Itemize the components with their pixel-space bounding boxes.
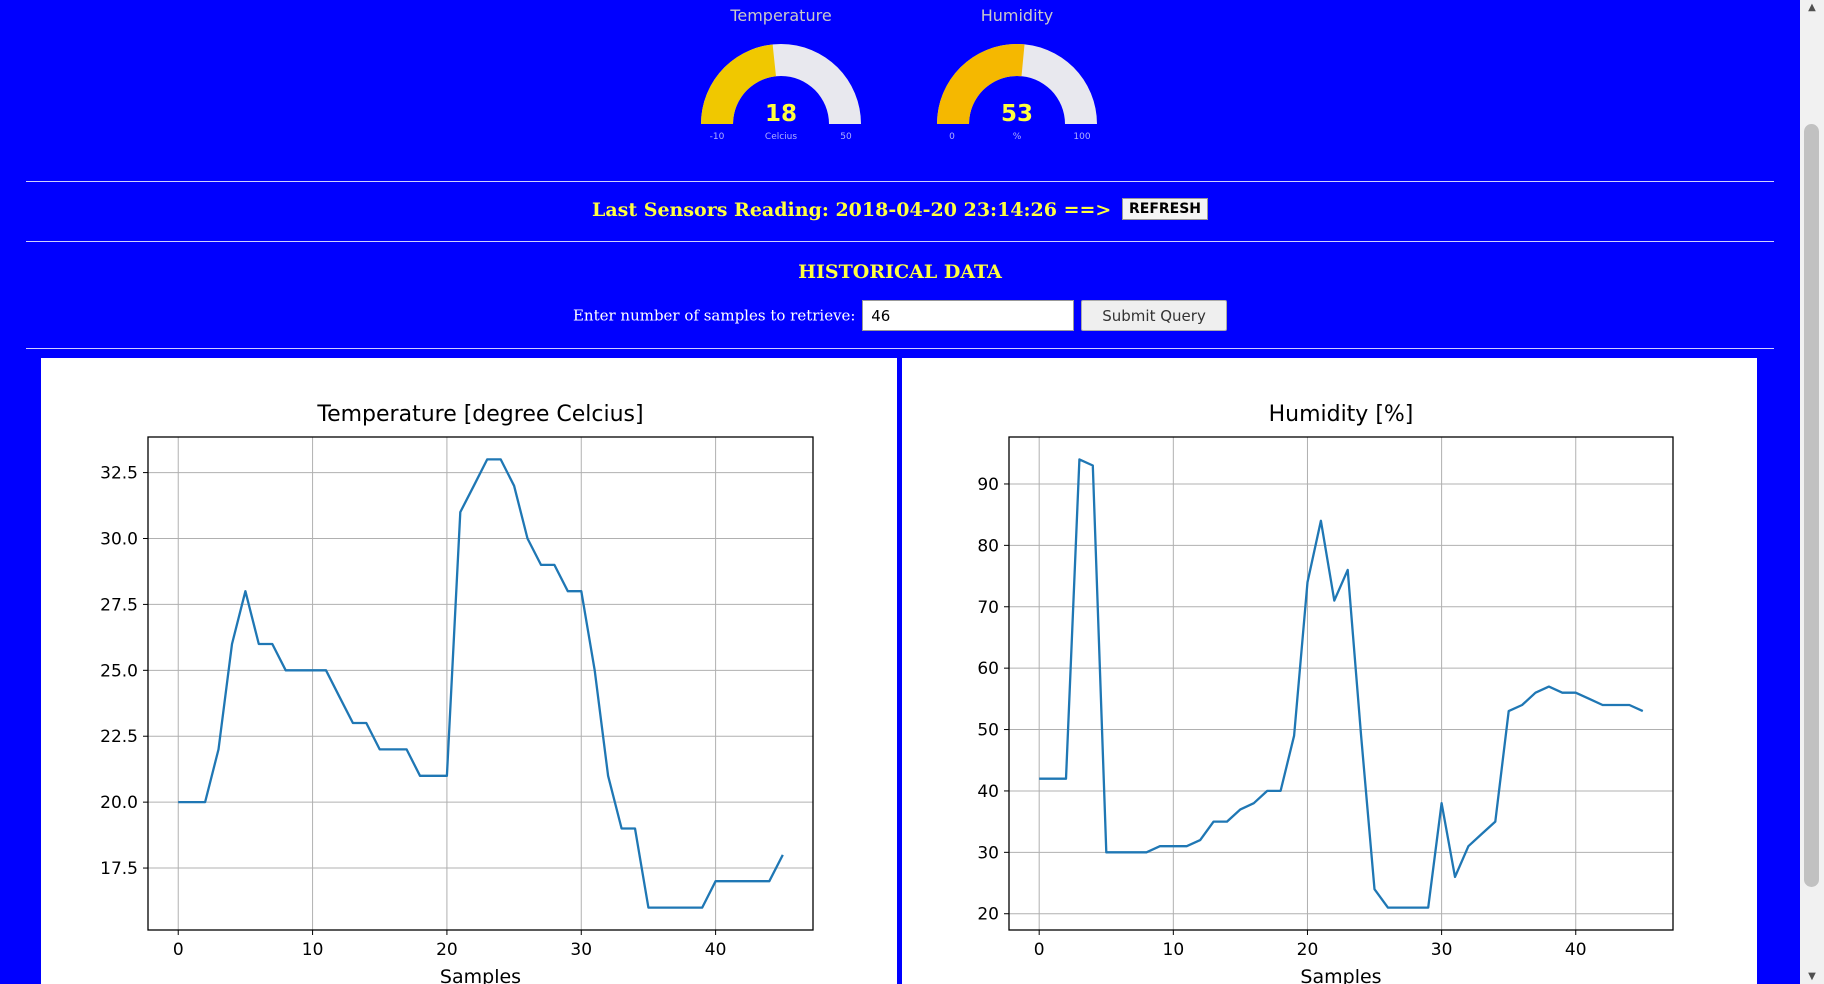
temperature-x-tick-label: 0 — [173, 940, 184, 960]
query-form: Enter number of samples to retrieve: Sub… — [0, 300, 1800, 331]
temperature-y-tick-label: 25.0 — [100, 661, 138, 681]
humidity-gauge-min: 0 — [949, 132, 955, 142]
humidity-y-tick-label: 90 — [977, 475, 999, 495]
vertical-scrollbar[interactable]: ▲ ▼ — [1800, 0, 1824, 984]
humidity-chart: Humidity [%] 0 10 20 30 40 20 30 40 50 60 70 80 90 Sam… — [977, 402, 1674, 984]
temperature-gauge: Temperature 18 Celcius -10 50 — [691, 0, 871, 150]
temperature-y-tick-label: 30.0 — [100, 530, 138, 550]
humidity-y-tick-label: 80 — [977, 536, 999, 556]
last-reading: Last Sensors Reading: 2018-04-20 23:14:2… — [0, 198, 1800, 222]
submit-query-button[interactable]: Submit Query — [1081, 300, 1228, 331]
temperature-gauge-unit: Celcius — [765, 132, 797, 142]
humidity-gauge-title: Humidity — [980, 6, 1054, 25]
humidity-x-axis-label: Samples — [1300, 966, 1381, 984]
humidity-y-tick-label: 70 — [977, 598, 999, 618]
temperature-chart-title: Temperature [degree Celcius] — [316, 402, 643, 427]
humidity-y-tick-label: 50 — [977, 721, 999, 741]
last-reading-label: Last Sensors Reading: 2018-04-20 23:14:2… — [591, 199, 1112, 221]
humidity-gauge-fill — [937, 43, 1025, 124]
scroll-down-arrow-icon[interactable]: ▼ — [1808, 971, 1816, 982]
temperature-series-line — [178, 458, 784, 909]
historical-data-title: HISTORICAL DATA — [798, 261, 1002, 283]
temperature-y-tick-label: 27.5 — [100, 595, 138, 615]
humidity-x-tick-label: 20 — [1297, 940, 1319, 960]
scroll-up-arrow-icon[interactable]: ▲ — [1808, 2, 1816, 13]
temperature-gauge-max: 50 — [840, 132, 852, 142]
temperature-chart: Temperature [degree Celcius] 0 10 20 30 40 17.… — [100, 402, 814, 984]
humidity-chart-title: Humidity [%] — [1269, 402, 1414, 427]
humidity-x-tick-label: 10 — [1163, 940, 1185, 960]
divider — [26, 241, 1774, 242]
humidity-gauge-unit: % — [1013, 132, 1022, 142]
humidity-series-line — [1039, 458, 1644, 909]
divider — [26, 181, 1774, 182]
temperature-gauge-dial: 18 Celcius -10 50 — [701, 44, 861, 142]
temperature-x-tick-label: 30 — [570, 940, 592, 960]
humidity-gauge-value: 53 — [1001, 101, 1033, 127]
temperature-axes-frame — [147, 436, 814, 931]
humidity-y-tick-label: 40 — [977, 782, 999, 802]
temperature-y-tick-label: 17.5 — [100, 859, 138, 879]
samples-input[interactable] — [862, 300, 1075, 331]
humidity-y-tick-label: 20 — [977, 905, 999, 925]
humidity-y-tick-label: 30 — [977, 843, 999, 863]
refresh-button[interactable]: REFRESH — [1121, 198, 1209, 220]
humidity-gauge-max: 100 — [1073, 132, 1090, 142]
temperature-gauge-value: 18 — [765, 101, 797, 127]
temperature-x-tick-label: 20 — [436, 940, 458, 960]
temperature-gauge-min: -10 — [710, 132, 725, 142]
humidity-y-tick-label: 60 — [977, 659, 999, 679]
humidity-axes-frame — [1008, 436, 1674, 931]
humidity-chart-panel: Humidity [%] 0 10 20 30 40 20 30 40 50 60 70 80 90 Sam… — [902, 358, 1757, 984]
humidity-x-tick-label: 40 — [1565, 940, 1587, 960]
scrollbar-thumb[interactable] — [1804, 124, 1819, 887]
humidity-x-tick-label: 0 — [1034, 940, 1045, 960]
temperature-x-tick-label: 10 — [302, 940, 324, 960]
temperature-y-tick-label: 20.0 — [100, 793, 138, 813]
temperature-y-tick-label: 32.5 — [100, 464, 138, 484]
temperature-chart-panel: Temperature [degree Celcius] 0 10 20 30 40 17.… — [41, 358, 897, 984]
samples-prompt: Enter number of samples to retrieve: — [572, 306, 856, 325]
humidity-x-tick-label: 30 — [1431, 940, 1453, 960]
temperature-x-tick-label: 40 — [705, 940, 727, 960]
temperature-gauge-fill — [701, 44, 776, 124]
humidity-gauge: Humidity 53 % 0 100 — [927, 0, 1107, 150]
humidity-gauge-dial: 53 % 0 100 — [937, 43, 1097, 142]
temperature-gauge-title: Temperature — [730, 6, 832, 25]
temperature-y-tick-label: 22.5 — [100, 727, 138, 747]
temperature-x-axis-label: Samples — [440, 966, 521, 984]
divider — [26, 348, 1774, 349]
